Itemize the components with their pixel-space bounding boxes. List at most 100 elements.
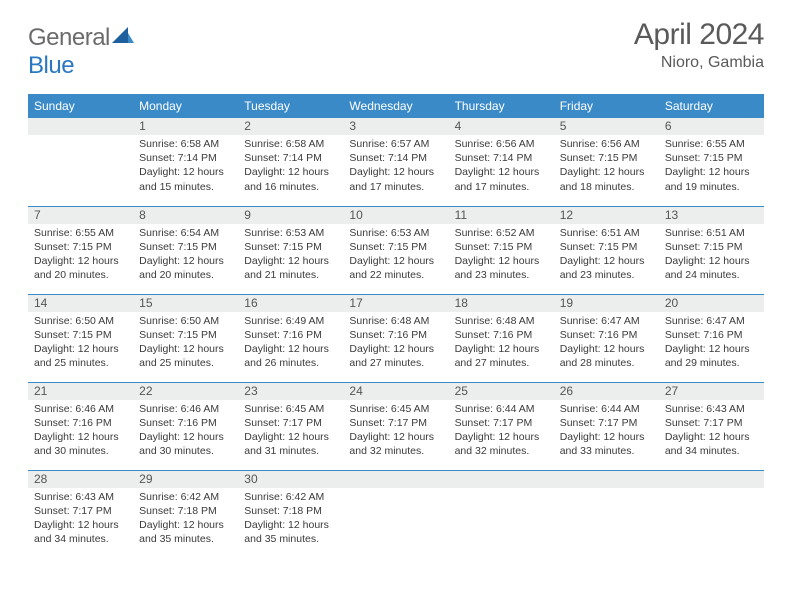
calendar-day-cell: 1Sunrise: 6:58 AMSunset: 7:14 PMDaylight… [133,118,238,206]
month-title: April 2024 [634,18,764,52]
day-number-bar: 20 [659,295,764,312]
title-block: April 2024 Nioro, Gambia [634,18,764,72]
calendar-day-cell [554,470,659,558]
day-details: Sunrise: 6:44 AMSunset: 7:17 PMDaylight:… [554,400,659,463]
day-details: Sunrise: 6:48 AMSunset: 7:16 PMDaylight:… [343,312,448,375]
brand-sail-icon [112,24,134,51]
day-details: Sunrise: 6:47 AMSunset: 7:16 PMDaylight:… [554,312,659,375]
day-details: Sunrise: 6:43 AMSunset: 7:17 PMDaylight:… [659,400,764,463]
day-number-bar: 8 [133,207,238,224]
day-number-bar: 12 [554,207,659,224]
calendar-week-row: 1Sunrise: 6:58 AMSunset: 7:14 PMDaylight… [28,118,764,206]
day-number-bar: 6 [659,118,764,135]
day-details: Sunrise: 6:57 AMSunset: 7:14 PMDaylight:… [343,135,448,198]
day-number-bar: 24 [343,383,448,400]
day-details: Sunrise: 6:45 AMSunset: 7:17 PMDaylight:… [343,400,448,463]
day-details: Sunrise: 6:42 AMSunset: 7:18 PMDaylight:… [133,488,238,551]
day-details: Sunrise: 6:55 AMSunset: 7:15 PMDaylight:… [659,135,764,198]
day-number-bar: 27 [659,383,764,400]
calendar-day-cell: 24Sunrise: 6:45 AMSunset: 7:17 PMDayligh… [343,382,448,470]
day-number-bar: 19 [554,295,659,312]
day-number-bar [343,471,448,488]
day-number-bar: 5 [554,118,659,135]
weekday-header: Sunday [28,94,133,118]
day-number-bar: 22 [133,383,238,400]
day-number-bar: 25 [449,383,554,400]
day-number-bar: 16 [238,295,343,312]
weekday-header: Monday [133,94,238,118]
calendar-week-row: 28Sunrise: 6:43 AMSunset: 7:17 PMDayligh… [28,470,764,558]
day-number-bar: 15 [133,295,238,312]
day-number-bar: 18 [449,295,554,312]
calendar-day-cell: 17Sunrise: 6:48 AMSunset: 7:16 PMDayligh… [343,294,448,382]
calendar-day-cell: 13Sunrise: 6:51 AMSunset: 7:15 PMDayligh… [659,206,764,294]
brand-word-1: General [28,24,110,51]
day-details: Sunrise: 6:44 AMSunset: 7:17 PMDaylight:… [449,400,554,463]
day-number-bar: 21 [28,383,133,400]
day-number-bar [28,118,133,135]
calendar-day-cell: 28Sunrise: 6:43 AMSunset: 7:17 PMDayligh… [28,470,133,558]
day-number-bar: 11 [449,207,554,224]
weekday-header: Saturday [659,94,764,118]
day-details: Sunrise: 6:43 AMSunset: 7:17 PMDaylight:… [28,488,133,551]
calendar-day-cell [28,118,133,206]
day-details: Sunrise: 6:46 AMSunset: 7:16 PMDaylight:… [28,400,133,463]
day-number-bar: 17 [343,295,448,312]
day-details: Sunrise: 6:50 AMSunset: 7:15 PMDaylight:… [28,312,133,375]
calendar-day-cell: 4Sunrise: 6:56 AMSunset: 7:14 PMDaylight… [449,118,554,206]
calendar-day-cell: 9Sunrise: 6:53 AMSunset: 7:15 PMDaylight… [238,206,343,294]
calendar-header-row: SundayMondayTuesdayWednesdayThursdayFrid… [28,94,764,118]
calendar-day-cell: 6Sunrise: 6:55 AMSunset: 7:15 PMDaylight… [659,118,764,206]
calendar-day-cell: 16Sunrise: 6:49 AMSunset: 7:16 PMDayligh… [238,294,343,382]
calendar-day-cell: 30Sunrise: 6:42 AMSunset: 7:18 PMDayligh… [238,470,343,558]
day-number-bar: 14 [28,295,133,312]
calendar-day-cell: 14Sunrise: 6:50 AMSunset: 7:15 PMDayligh… [28,294,133,382]
day-details: Sunrise: 6:58 AMSunset: 7:14 PMDaylight:… [133,135,238,198]
day-details: Sunrise: 6:46 AMSunset: 7:16 PMDaylight:… [133,400,238,463]
calendar-day-cell: 2Sunrise: 6:58 AMSunset: 7:14 PMDaylight… [238,118,343,206]
weekday-header: Friday [554,94,659,118]
day-details: Sunrise: 6:45 AMSunset: 7:17 PMDaylight:… [238,400,343,463]
calendar-day-cell: 29Sunrise: 6:42 AMSunset: 7:18 PMDayligh… [133,470,238,558]
calendar-day-cell: 11Sunrise: 6:52 AMSunset: 7:15 PMDayligh… [449,206,554,294]
day-number-bar: 9 [238,207,343,224]
day-number-bar: 26 [554,383,659,400]
calendar-day-cell: 15Sunrise: 6:50 AMSunset: 7:15 PMDayligh… [133,294,238,382]
calendar-day-cell [659,470,764,558]
day-details: Sunrise: 6:42 AMSunset: 7:18 PMDaylight:… [238,488,343,551]
location-label: Nioro, Gambia [634,54,764,72]
brand-word-2: Blue [28,52,74,79]
calendar-day-cell: 25Sunrise: 6:44 AMSunset: 7:17 PMDayligh… [449,382,554,470]
day-number-bar: 23 [238,383,343,400]
day-number-bar [449,471,554,488]
calendar-day-cell: 18Sunrise: 6:48 AMSunset: 7:16 PMDayligh… [449,294,554,382]
day-number-bar: 3 [343,118,448,135]
calendar-day-cell: 7Sunrise: 6:55 AMSunset: 7:15 PMDaylight… [28,206,133,294]
day-number-bar: 10 [343,207,448,224]
day-number-bar: 29 [133,471,238,488]
day-number-bar: 28 [28,471,133,488]
brand-text: GeneralBlue [28,24,134,80]
day-details: Sunrise: 6:56 AMSunset: 7:15 PMDaylight:… [554,135,659,198]
day-details: Sunrise: 6:52 AMSunset: 7:15 PMDaylight:… [449,224,554,287]
day-details: Sunrise: 6:47 AMSunset: 7:16 PMDaylight:… [659,312,764,375]
day-number-bar: 30 [238,471,343,488]
calendar-day-cell: 12Sunrise: 6:51 AMSunset: 7:15 PMDayligh… [554,206,659,294]
calendar-day-cell: 22Sunrise: 6:46 AMSunset: 7:16 PMDayligh… [133,382,238,470]
calendar-day-cell: 3Sunrise: 6:57 AMSunset: 7:14 PMDaylight… [343,118,448,206]
weekday-header: Wednesday [343,94,448,118]
calendar-day-cell: 20Sunrise: 6:47 AMSunset: 7:16 PMDayligh… [659,294,764,382]
calendar-day-cell: 19Sunrise: 6:47 AMSunset: 7:16 PMDayligh… [554,294,659,382]
day-details: Sunrise: 6:51 AMSunset: 7:15 PMDaylight:… [659,224,764,287]
day-details: Sunrise: 6:50 AMSunset: 7:15 PMDaylight:… [133,312,238,375]
brand-logo: GeneralBlue [28,24,134,80]
calendar-week-row: 21Sunrise: 6:46 AMSunset: 7:16 PMDayligh… [28,382,764,470]
calendar-week-row: 7Sunrise: 6:55 AMSunset: 7:15 PMDaylight… [28,206,764,294]
calendar-day-cell: 5Sunrise: 6:56 AMSunset: 7:15 PMDaylight… [554,118,659,206]
page-header: GeneralBlue April 2024 Nioro, Gambia [28,18,764,80]
day-number-bar: 7 [28,207,133,224]
day-number-bar: 1 [133,118,238,135]
day-details: Sunrise: 6:58 AMSunset: 7:14 PMDaylight:… [238,135,343,198]
day-details: Sunrise: 6:48 AMSunset: 7:16 PMDaylight:… [449,312,554,375]
calendar-week-row: 14Sunrise: 6:50 AMSunset: 7:15 PMDayligh… [28,294,764,382]
